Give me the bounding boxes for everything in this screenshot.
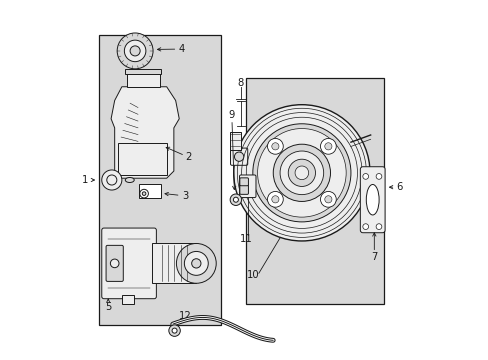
Circle shape [184, 251, 208, 275]
FancyBboxPatch shape [360, 167, 384, 233]
Circle shape [362, 174, 368, 179]
Circle shape [294, 166, 308, 180]
FancyBboxPatch shape [230, 148, 247, 165]
Circle shape [230, 194, 241, 206]
Text: 10: 10 [246, 270, 259, 280]
Circle shape [375, 174, 381, 179]
Text: 7: 7 [370, 252, 377, 262]
Text: 8: 8 [237, 78, 244, 88]
Circle shape [280, 151, 323, 195]
Bar [127, 74, 159, 87]
Circle shape [117, 33, 153, 69]
Circle shape [271, 196, 278, 203]
Circle shape [257, 129, 346, 217]
Text: 11: 11 [240, 234, 252, 244]
Bar [230, 132, 241, 149]
Bar [152, 243, 196, 283]
Circle shape [234, 152, 244, 161]
Text: 5: 5 [105, 302, 111, 312]
Bar [99, 35, 221, 325]
Polygon shape [111, 87, 179, 178]
FancyBboxPatch shape [239, 178, 248, 186]
Circle shape [176, 243, 216, 283]
Circle shape [188, 255, 204, 271]
Circle shape [172, 328, 177, 333]
Circle shape [130, 46, 140, 56]
Circle shape [191, 259, 201, 268]
Ellipse shape [125, 177, 134, 183]
Text: 3: 3 [182, 191, 188, 201]
Circle shape [267, 139, 283, 154]
FancyBboxPatch shape [239, 184, 248, 194]
Text: 2: 2 [185, 152, 192, 162]
Bar [125, 69, 161, 74]
Circle shape [320, 139, 336, 154]
Circle shape [324, 196, 331, 203]
Bar [246, 78, 384, 304]
Circle shape [233, 197, 238, 202]
Circle shape [142, 192, 145, 195]
FancyBboxPatch shape [106, 246, 123, 282]
FancyBboxPatch shape [239, 175, 255, 198]
Circle shape [252, 124, 350, 222]
Text: 1: 1 [81, 175, 88, 185]
Circle shape [362, 224, 368, 229]
Text: 9: 9 [228, 111, 235, 121]
Circle shape [110, 259, 119, 268]
FancyBboxPatch shape [102, 228, 156, 299]
Circle shape [273, 144, 330, 202]
Bar [122, 295, 134, 304]
Circle shape [168, 325, 180, 336]
Circle shape [124, 40, 145, 62]
Ellipse shape [366, 184, 378, 215]
Text: 12: 12 [179, 311, 191, 321]
Text: 4: 4 [178, 44, 184, 54]
Text: 6: 6 [396, 182, 402, 192]
Circle shape [233, 105, 369, 241]
Circle shape [375, 224, 381, 229]
Circle shape [320, 192, 336, 207]
Circle shape [287, 159, 315, 186]
Bar [139, 184, 161, 198]
Bar [118, 143, 166, 175]
Circle shape [324, 143, 331, 150]
Circle shape [271, 143, 278, 150]
Circle shape [102, 170, 122, 190]
Circle shape [267, 192, 283, 207]
